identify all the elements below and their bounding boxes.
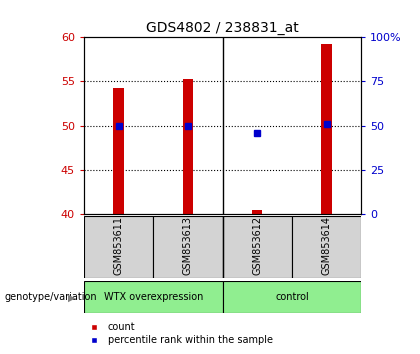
Text: genotype/variation: genotype/variation [4, 292, 97, 302]
Bar [84, 216, 153, 278]
Bar [223, 216, 292, 278]
Text: GSM853612: GSM853612 [252, 216, 262, 275]
Legend: count, percentile rank within the sample: count, percentile rank within the sample [81, 319, 277, 349]
Bar [321, 44, 332, 214]
Bar [153, 216, 223, 278]
Text: GSM853611: GSM853611 [114, 216, 123, 275]
Text: control: control [275, 292, 309, 302]
Text: GSM853614: GSM853614 [322, 216, 331, 275]
Bar [84, 281, 223, 313]
Title: GDS4802 / 238831_at: GDS4802 / 238831_at [146, 21, 299, 35]
Text: WTX overexpression: WTX overexpression [104, 292, 203, 302]
Bar [223, 281, 361, 313]
Bar [292, 216, 361, 278]
Bar [252, 210, 262, 214]
Text: ▶: ▶ [68, 292, 76, 302]
Text: GSM853613: GSM853613 [183, 216, 193, 275]
Bar [113, 88, 124, 214]
Bar [183, 79, 193, 214]
